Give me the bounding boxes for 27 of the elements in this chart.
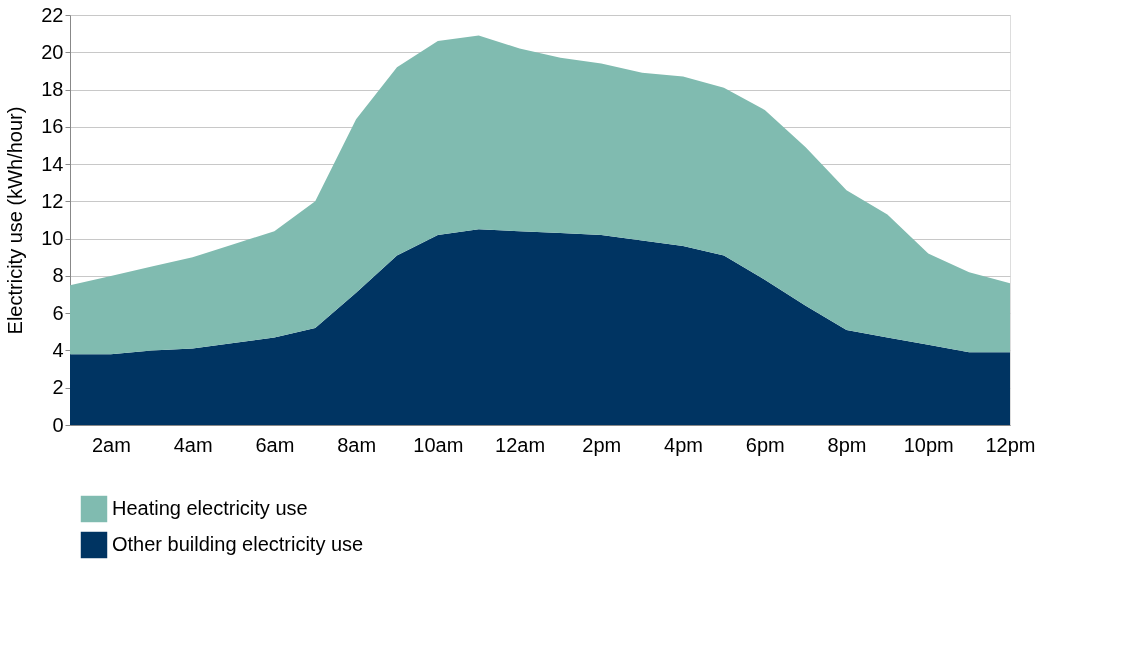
legend-label: Heating electricity use — [112, 497, 308, 519]
x-tick-label: 4am — [173, 433, 213, 456]
x-tick-label: 2am — [91, 433, 131, 456]
x-tick-label: 12am — [495, 433, 546, 456]
y-tick-label: 12 — [41, 189, 64, 212]
y-axis-title: Electricity use (kWh/hour) — [4, 106, 27, 335]
y-tick-label: 0 — [52, 413, 64, 436]
y-tick-label: 2 — [52, 376, 64, 399]
y-tick-label: 8 — [52, 264, 64, 287]
y-tick-label: 6 — [52, 301, 64, 324]
x-tick-label: 4pm — [664, 433, 703, 456]
x-tick-label: 6pm — [745, 433, 785, 456]
y-tick-label: 10 — [41, 227, 64, 250]
x-tick-label: 12pm — [985, 433, 1036, 456]
x-tick-label: 10am — [413, 433, 464, 456]
y-tick-label: 18 — [41, 78, 64, 101]
x-tick-label: 2pm — [582, 433, 622, 456]
y-tick-label: 20 — [41, 40, 64, 63]
y-tick-label: 22 — [41, 3, 64, 26]
y-tick-label: 16 — [41, 115, 64, 138]
x-tick-label: 10pm — [903, 433, 954, 456]
y-tick-label: 14 — [41, 152, 64, 175]
legend-label: Other building electricity use — [112, 533, 364, 555]
x-tick-label: 8pm — [827, 433, 867, 456]
y-tick-label: 4 — [52, 338, 64, 361]
x-tick-label: 6am — [255, 433, 295, 456]
x-tick-label: 8am — [337, 433, 377, 456]
